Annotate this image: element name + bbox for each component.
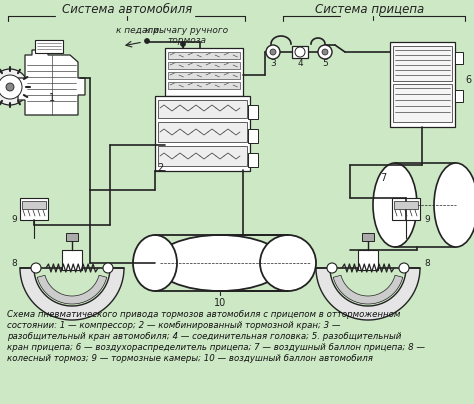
Text: 8: 8 [11, 259, 17, 267]
Bar [248, 105, 258, 119]
Text: 10: 10 [214, 298, 226, 308]
Bar [358, 250, 378, 270]
Ellipse shape [155, 235, 285, 291]
Bar [390, 42, 455, 127]
Bar [393, 46, 452, 81]
Bar [158, 122, 247, 142]
Bar [155, 96, 250, 171]
Bar [393, 84, 452, 122]
Circle shape [327, 263, 337, 273]
Circle shape [0, 69, 28, 105]
Bar [22, 201, 46, 209]
Text: 9: 9 [424, 215, 430, 225]
Circle shape [145, 38, 149, 44]
Circle shape [266, 45, 280, 59]
Ellipse shape [133, 235, 177, 291]
Circle shape [270, 49, 276, 55]
Bar [168, 82, 240, 89]
Circle shape [0, 75, 22, 99]
Bar [248, 153, 258, 167]
Circle shape [6, 83, 14, 91]
Text: к рычагу ручного
тормоза: к рычагу ручного тормоза [146, 26, 228, 45]
Bar [362, 233, 374, 241]
Bar [168, 62, 240, 69]
Bar [394, 201, 418, 209]
Bar [165, 48, 243, 96]
Polygon shape [18, 50, 85, 115]
Polygon shape [333, 275, 403, 304]
Bar [35, 40, 63, 53]
Bar [455, 52, 463, 64]
Text: 4: 4 [297, 59, 303, 69]
Circle shape [399, 263, 409, 273]
Text: 6: 6 [465, 75, 471, 85]
Text: Схема пневматического привода тормозов автомобиля с прицепом в отторможенном
сос: Схема пневматического привода тормозов а… [7, 310, 425, 364]
Text: 3: 3 [270, 59, 276, 69]
Text: 7: 7 [380, 173, 386, 183]
Ellipse shape [434, 163, 474, 247]
Polygon shape [316, 268, 420, 320]
Text: 2: 2 [157, 163, 163, 173]
Bar [248, 129, 258, 143]
Circle shape [295, 47, 305, 57]
Text: Система автомобиля: Система автомобиля [62, 3, 192, 16]
Polygon shape [20, 268, 124, 320]
Text: 1: 1 [49, 93, 55, 103]
Text: 9: 9 [11, 215, 17, 225]
Bar [20, 198, 48, 220]
Bar [392, 198, 420, 220]
Text: Система прицепа: Система прицепа [315, 3, 425, 16]
Text: 5: 5 [322, 59, 328, 69]
Polygon shape [37, 275, 107, 304]
Bar [455, 90, 463, 102]
Bar [158, 146, 247, 166]
Circle shape [31, 263, 41, 273]
Bar [66, 233, 78, 241]
Bar [168, 52, 240, 59]
Ellipse shape [373, 163, 417, 247]
Bar [292, 46, 308, 58]
Circle shape [181, 42, 185, 46]
Bar [158, 100, 247, 118]
Text: 8: 8 [424, 259, 430, 267]
Ellipse shape [260, 235, 316, 291]
Bar [62, 250, 82, 270]
Text: к педали: к педали [117, 26, 159, 35]
Circle shape [322, 49, 328, 55]
Circle shape [318, 45, 332, 59]
Circle shape [103, 263, 113, 273]
Bar [168, 72, 240, 79]
